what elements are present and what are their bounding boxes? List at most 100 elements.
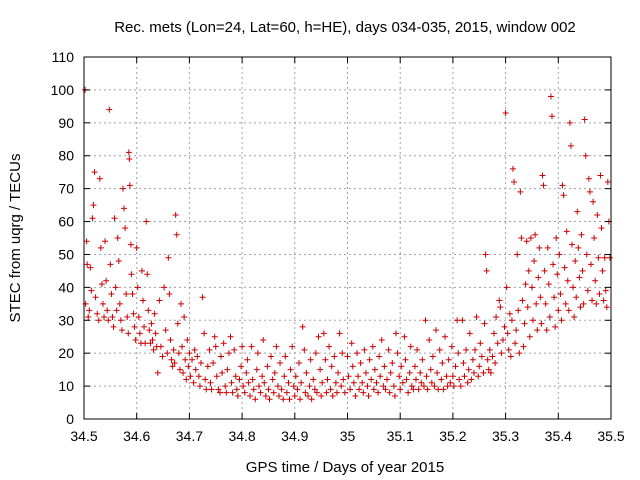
data-point: [389, 360, 396, 367]
data-point: [324, 376, 331, 383]
data-point: [101, 313, 108, 320]
data-point: [571, 313, 578, 320]
data-point: [531, 258, 538, 265]
data-point: [283, 389, 290, 396]
data-point: [526, 333, 533, 340]
data-point: [126, 182, 133, 189]
data-point: [579, 267, 586, 274]
data-point: [340, 376, 347, 383]
data-point: [102, 238, 109, 245]
data-point: [348, 340, 355, 347]
data-point: [364, 383, 371, 390]
data-point: [450, 383, 457, 390]
data-point: [506, 310, 513, 317]
data-point: [289, 343, 296, 350]
data-point: [486, 346, 493, 353]
y-tick-label: 10: [58, 378, 74, 394]
data-point: [195, 373, 202, 380]
data-point: [415, 386, 422, 393]
data-point: [347, 386, 354, 393]
data-point: [465, 366, 472, 373]
y-tick-label: 50: [58, 246, 74, 262]
data-point: [405, 389, 412, 396]
data-point: [580, 300, 587, 307]
data-point: [144, 271, 151, 278]
data-point: [472, 346, 479, 353]
data-point: [557, 290, 564, 297]
data-point: [191, 346, 198, 353]
data-point: [306, 383, 313, 390]
data-point: [470, 369, 477, 376]
data-point: [274, 383, 281, 390]
data-point: [294, 386, 301, 393]
data-point: [317, 366, 324, 373]
data-point: [577, 304, 584, 311]
data-point: [196, 383, 203, 390]
data-point: [576, 274, 583, 281]
data-point: [185, 363, 192, 370]
data-point: [307, 356, 314, 363]
data-point: [498, 350, 505, 357]
data-point: [232, 373, 239, 380]
data-point: [140, 297, 147, 304]
data-point: [491, 330, 498, 337]
data-point: [480, 369, 487, 376]
data-point: [248, 343, 255, 350]
data-point: [253, 366, 260, 373]
data-point: [161, 284, 168, 291]
data-point: [381, 363, 388, 370]
data-point: [96, 175, 103, 182]
data-point: [108, 290, 115, 297]
data-point: [252, 396, 259, 403]
data-point: [540, 182, 547, 189]
data-point: [592, 277, 599, 284]
data-point: [505, 346, 512, 353]
data-point: [478, 353, 485, 360]
data-point: [104, 307, 111, 314]
data-point: [183, 376, 190, 383]
data-point: [541, 267, 548, 274]
data-point: [428, 379, 435, 386]
data-point: [292, 373, 299, 380]
data-point: [525, 267, 532, 274]
data-point: [356, 386, 363, 393]
data-point: [110, 323, 117, 330]
data-point: [131, 323, 138, 330]
data-point: [84, 261, 91, 268]
data-point: [427, 366, 434, 373]
data-point: [591, 235, 598, 241]
data-point: [542, 300, 549, 307]
data-point: [508, 317, 515, 324]
data-point: [271, 369, 278, 376]
data-point: [121, 205, 128, 212]
data-point: [97, 244, 104, 251]
y-tick-label: 60: [58, 214, 74, 230]
data-point: [429, 353, 436, 360]
data-point: [423, 373, 430, 380]
data-point: [87, 264, 94, 271]
data-point: [319, 379, 326, 386]
data-point: [530, 317, 537, 324]
data-point: [162, 327, 169, 334]
y-tick-label: 30: [58, 312, 74, 328]
data-point: [369, 343, 376, 350]
data-point: [296, 360, 303, 367]
x-tick-label: 35.2: [439, 428, 466, 444]
data-point: [524, 304, 531, 311]
data-point: [136, 330, 143, 337]
data-point: [278, 386, 285, 393]
data-point: [315, 333, 322, 340]
data-point: [481, 320, 488, 327]
data-point: [223, 389, 230, 396]
x-tick-label: 35.4: [545, 428, 572, 444]
data-point: [585, 175, 592, 182]
data-point: [390, 383, 397, 390]
data-point: [282, 353, 289, 360]
data-point: [280, 396, 287, 403]
data-point: [394, 350, 401, 357]
data-point: [534, 327, 541, 334]
data-point: [92, 294, 99, 301]
data-point: [408, 383, 415, 390]
data-point: [215, 386, 222, 393]
data-point: [397, 386, 404, 393]
